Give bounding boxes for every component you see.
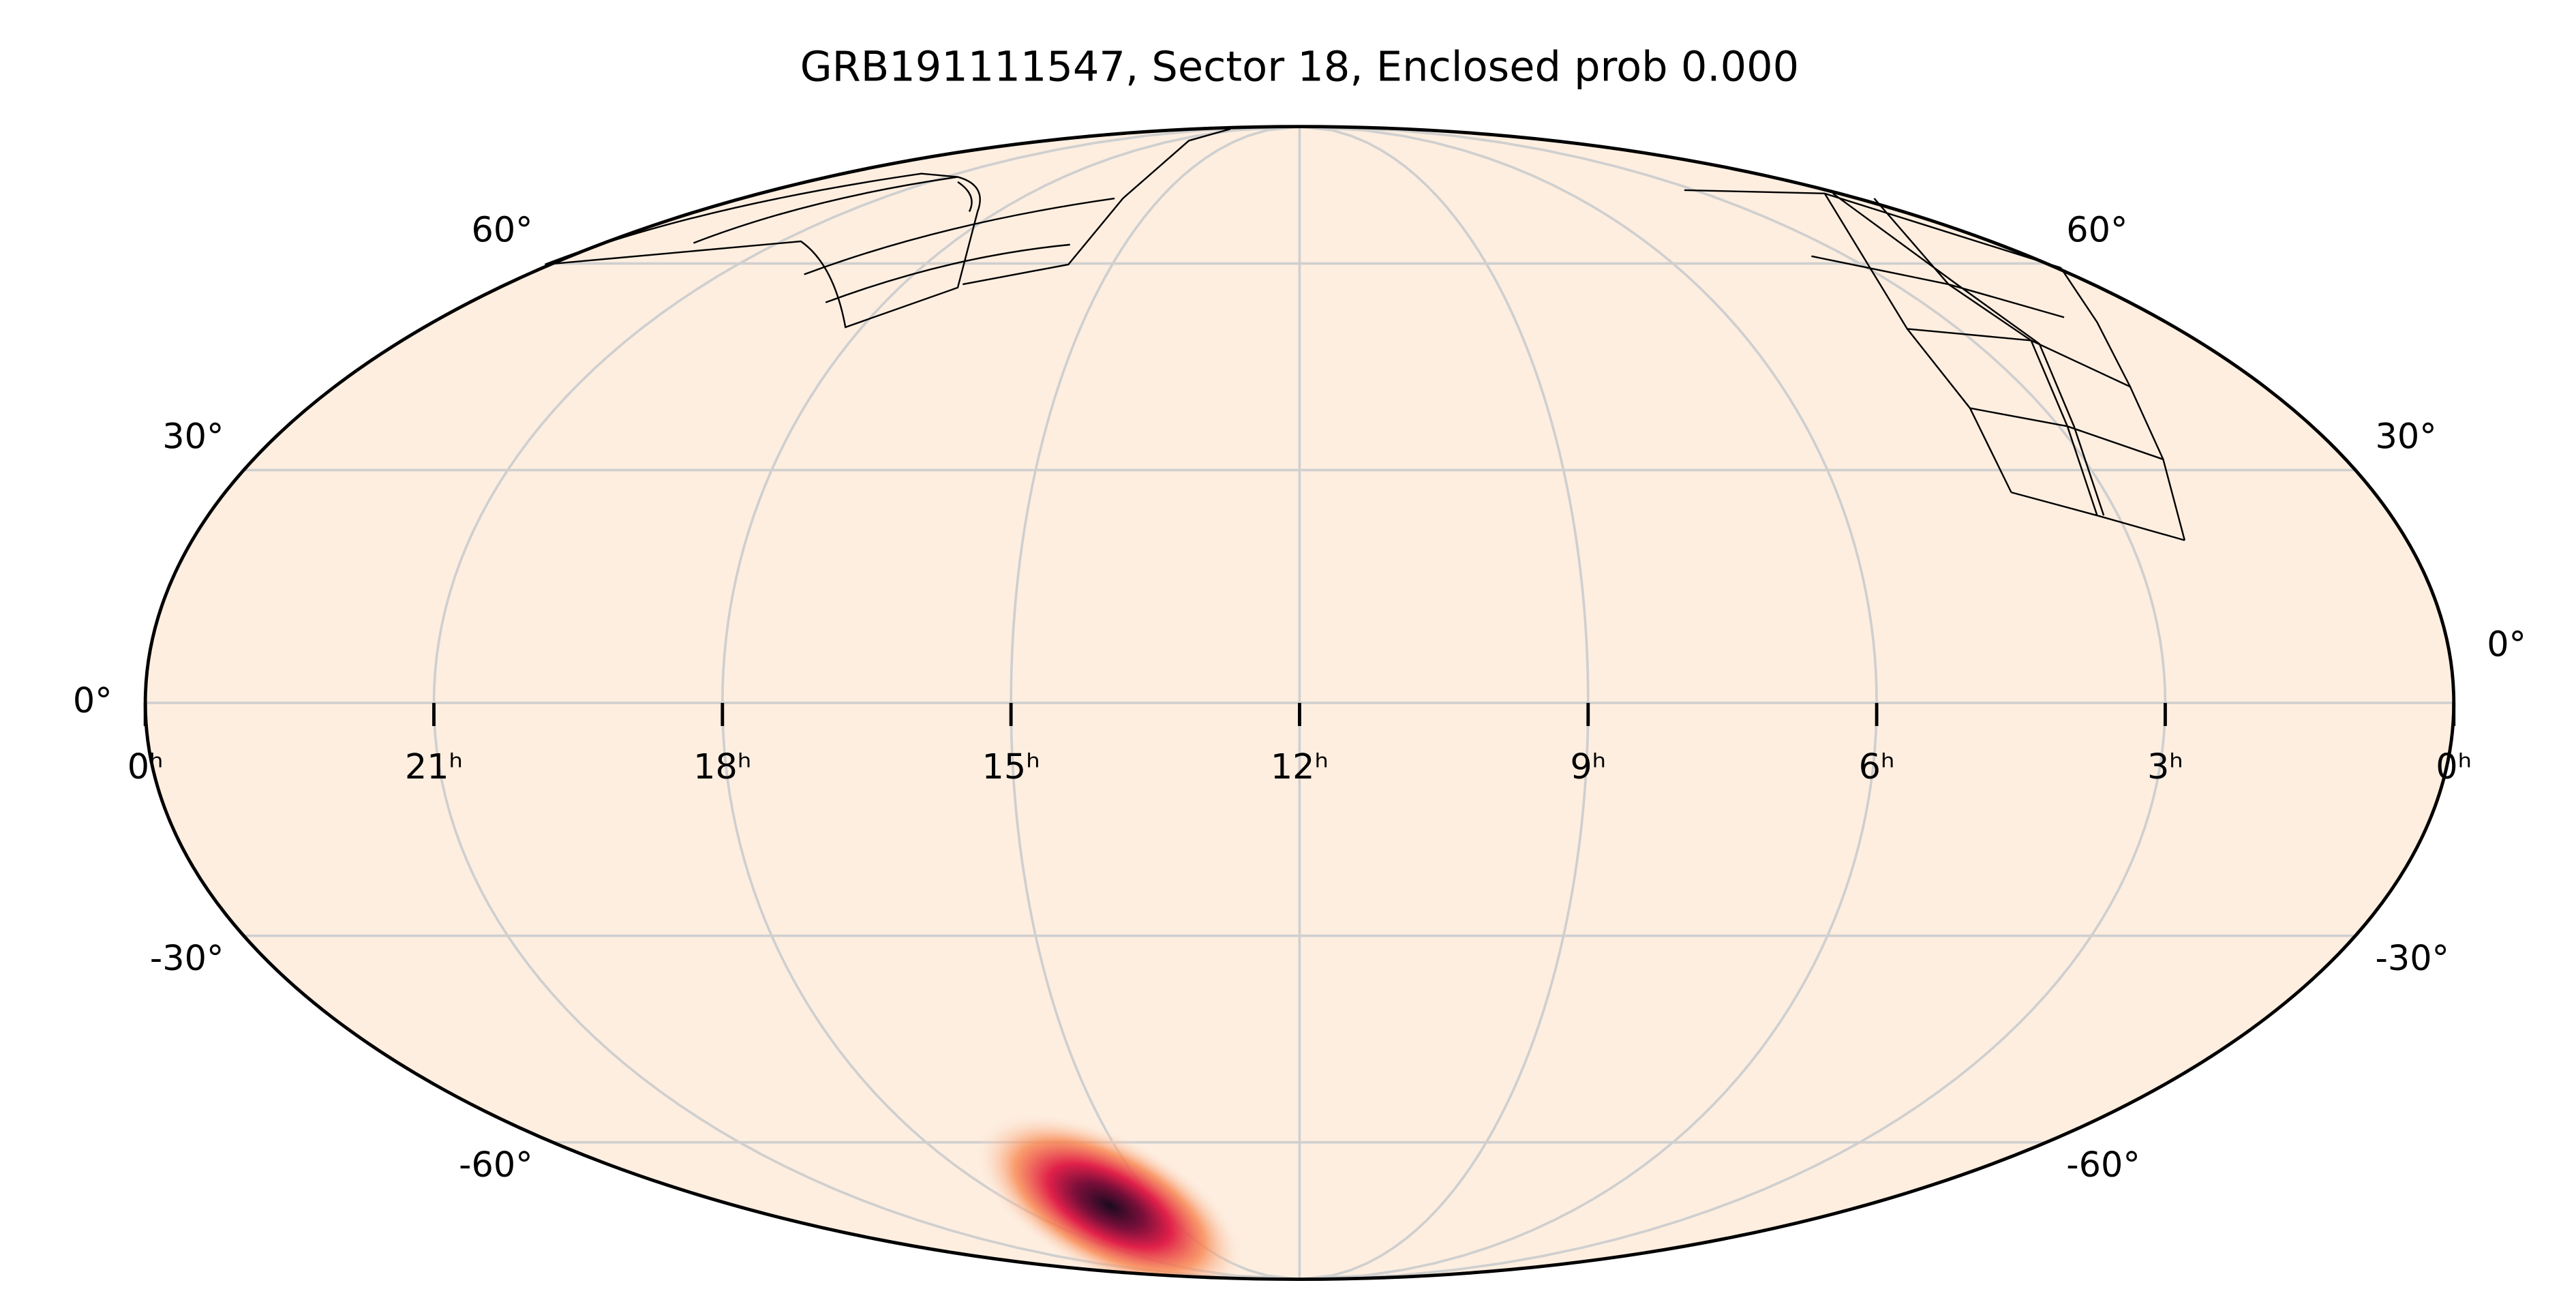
y-tick-label: -30° [150,938,224,978]
x-tick-label: 18ʰ [693,746,751,787]
footprint [963,128,1231,286]
probability-peak [974,1113,1245,1280]
y-tick-label: 30° [2375,417,2436,457]
x-tick-label: 3ʰ [2147,746,2183,787]
footprint [957,181,973,212]
y-tick-label: -60° [459,1145,533,1185]
footprint [693,176,958,244]
probability-map [974,1113,1245,1280]
y-tick-label: 60° [471,210,532,250]
y-tick-label: 30° [162,417,224,457]
footprint [544,172,981,329]
y-tick-label: -60° [2066,1145,2140,1185]
x-tick-label: 0ʰ [127,746,164,787]
sky-outline [143,125,2456,1281]
y-tick-label: 60° [2066,210,2127,250]
y-tick-label: -30° [2375,938,2449,978]
x-tick-label: 0ʰ [2436,746,2472,787]
x-tick-label: 21ʰ [405,746,463,787]
y-tick-label: 0° [2487,624,2526,665]
footprint [804,197,1115,303]
chart-title: GRB191111547, Sector 18, Enclosed prob 0… [800,44,1799,91]
y-tick-label: 0° [73,680,112,721]
x-tick-label: 15ʰ [982,746,1040,787]
x-tick-label: 6ʰ [1859,746,1895,787]
x-tick-label: 9ʰ [1570,746,1606,787]
footprint [1823,192,2186,541]
sector-footprints [544,128,2186,541]
x-tick-label: 12ʰ [1271,746,1329,787]
